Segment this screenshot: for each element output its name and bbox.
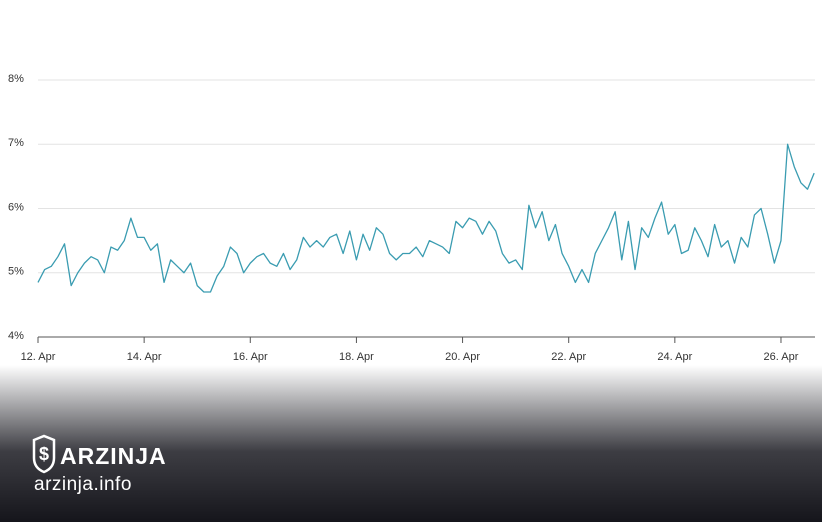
y-tick-label: 4% — [8, 330, 24, 342]
x-tick-label: 20. Apr — [445, 351, 480, 363]
y-tick-label: 7% — [8, 137, 24, 149]
y-tick-label: 8% — [8, 73, 24, 85]
watermark-brand: ARZINJA — [60, 443, 167, 469]
watermark-logo: $ — [32, 434, 56, 474]
x-tick-label: 14. Apr — [127, 351, 162, 363]
x-tick-label: 24. Apr — [657, 351, 692, 363]
x-tick-label: 16. Apr — [233, 351, 268, 363]
x-tick-label: 22. Apr — [551, 351, 586, 363]
svg-text:$: $ — [39, 444, 49, 464]
x-tick-label: 18. Apr — [339, 351, 374, 363]
data-line — [37, 143, 815, 293]
watermark-site: arzinja.info — [34, 474, 132, 495]
watermark-band — [0, 365, 822, 522]
x-tick-label: 26. Apr — [764, 351, 799, 363]
y-tick-label: 6% — [8, 201, 24, 213]
x-tick-label: 12. Apr — [21, 351, 56, 363]
plot-area: 4% 5% 6% 7% 8% 12. Apr 14. Apr 16. Apr 18. Apr 20… — [8, 73, 815, 363]
y-tick-label: 5% — [8, 266, 24, 278]
